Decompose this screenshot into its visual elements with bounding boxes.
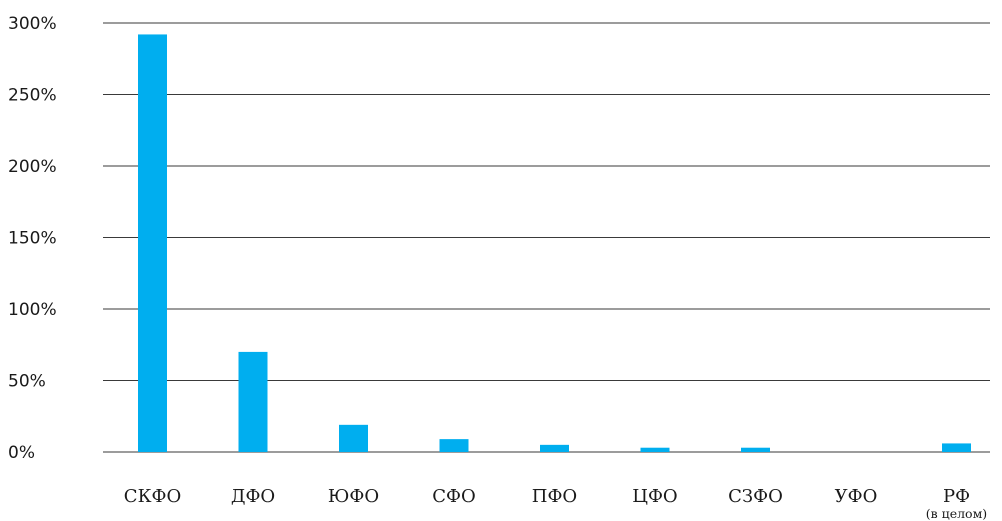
y-tick-label: 150% — [8, 229, 57, 249]
x-category-label: СФО — [432, 486, 475, 507]
y-axis-tick-labels: 0% 50% 100% 150% 200% 250% 300% — [8, 14, 57, 463]
bar — [640, 447, 670, 452]
x-category-label: ЮФО — [328, 486, 379, 507]
x-category-label: СЗФО — [728, 486, 783, 507]
bar — [540, 444, 569, 452]
bars — [138, 34, 971, 452]
bar — [741, 447, 770, 452]
y-tick-label: 200% — [8, 157, 57, 177]
x-axis-category-labels: СКФО ДФО ЮФО СФО ПФО ЦФО СЗФО УФО РФ(в целом) — [124, 486, 987, 521]
x-category-label: ДФО — [231, 486, 275, 507]
bar — [439, 439, 469, 452]
x-category-label: РФ — [943, 486, 970, 507]
x-category-label: ЦФО — [632, 486, 677, 507]
y-tick-label: 50% — [8, 372, 46, 392]
bar — [138, 34, 167, 452]
y-tick-label: 300% — [8, 14, 57, 34]
bar — [339, 424, 368, 452]
y-tick-label: 0% — [8, 443, 35, 463]
x-category-sublabel: (в целом) — [926, 506, 987, 521]
gridlines — [103, 22, 990, 453]
y-tick-label: 250% — [8, 86, 57, 106]
bar — [238, 351, 268, 452]
y-tick-label: 100% — [8, 300, 57, 320]
bar — [942, 443, 971, 452]
x-category-label: ПФО — [532, 486, 577, 507]
x-category-label: УФО — [835, 486, 878, 507]
x-category-label: СКФО — [124, 486, 181, 507]
